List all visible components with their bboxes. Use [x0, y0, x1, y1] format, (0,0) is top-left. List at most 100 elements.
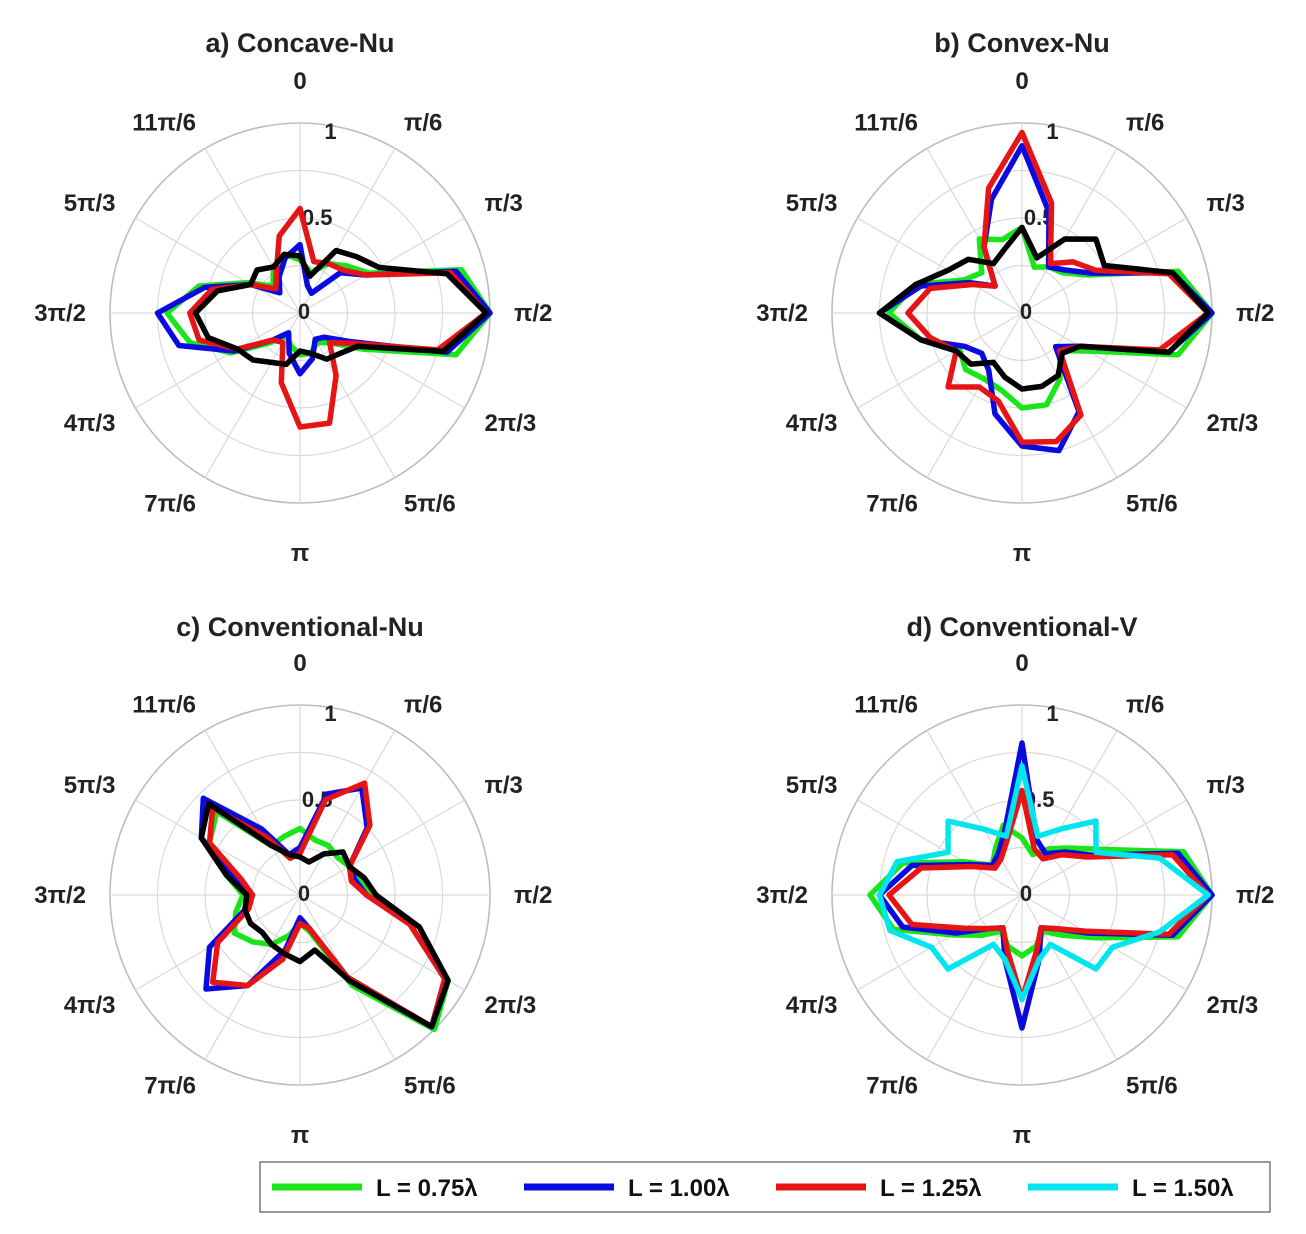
grid-spoke — [926, 730, 1023, 896]
theta-tick-label: π/6 — [1126, 691, 1164, 718]
theta-tick-label: 2π/3 — [1207, 992, 1259, 1019]
polar-panels: a) Concave-Nu 0 π/6 π/3 π/2 2π/3 5π/6 π 7π/6 4π/3… — [34, 28, 1274, 1149]
theta-tick-label: 5π/6 — [1126, 1073, 1178, 1100]
theta-tick-label: 4π/3 — [786, 410, 838, 437]
series-line — [867, 822, 1215, 959]
theta-tick-label: π/6 — [404, 109, 442, 136]
r-tick-label: 1 — [324, 119, 336, 144]
theta-tick-label: 7π/6 — [866, 491, 918, 518]
r-tick-label: 0 — [298, 881, 310, 906]
legend-label: L = 0.75λ — [376, 1175, 478, 1202]
grid-spoke — [1021, 148, 1118, 314]
grid-spoke — [857, 894, 1023, 991]
theta-tick-label: π/2 — [514, 300, 552, 327]
theta-tick-label: 5π/3 — [64, 190, 116, 217]
r-tick-label: 0 — [298, 299, 310, 324]
theta-tick-label: 2π/3 — [485, 992, 537, 1019]
polar-panel-4: d) Conventional-V 0 π/6 π/3 π/2 2π/3 5π/6 π 7π/6… — [756, 612, 1274, 1149]
theta-tick-label: π/2 — [1236, 882, 1274, 909]
r-tick-label: 1 — [324, 701, 336, 726]
grid-spoke — [299, 730, 396, 896]
legend-label: L = 1.00λ — [628, 1175, 730, 1202]
theta-tick-label: 7π/6 — [866, 1073, 918, 1100]
grid-spoke — [299, 148, 396, 314]
theta-tick-label: 11π/6 — [132, 109, 196, 136]
theta-tick-label: 5π/6 — [404, 491, 456, 518]
series-line — [192, 247, 489, 368]
r-tick-label: 0 — [1020, 881, 1032, 906]
theta-tick-label: π — [291, 540, 309, 567]
panel-title: c) Conventional-Nu — [176, 612, 424, 642]
grid-spoke — [135, 217, 301, 314]
theta-tick-label: π — [291, 1122, 309, 1149]
grid-spoke — [857, 312, 1023, 409]
grid-spoke — [135, 799, 301, 896]
legend-label: L = 1.50λ — [1132, 1175, 1234, 1202]
grid-spoke — [204, 730, 301, 896]
grid-spoke — [1021, 894, 1187, 991]
theta-tick-label: 0 — [1015, 68, 1028, 95]
grid-spoke — [204, 148, 301, 314]
grid-spoke — [857, 799, 1023, 896]
theta-tick-label: π — [1013, 1122, 1031, 1149]
theta-tick-label: 5π/3 — [786, 772, 838, 799]
theta-tick-label: 7π/6 — [144, 491, 196, 518]
grid-spoke — [135, 312, 301, 409]
series-line — [905, 129, 1211, 445]
theta-tick-label: π/3 — [485, 190, 523, 217]
theta-tick-label: 3π/2 — [756, 882, 808, 909]
r-tick-label: 0 — [1020, 299, 1032, 324]
theta-tick-label: 11π/6 — [854, 691, 918, 718]
theta-tick-label: 11π/6 — [854, 109, 918, 136]
theta-tick-label: 4π/3 — [64, 410, 116, 437]
series-line — [876, 224, 1211, 392]
series-line — [876, 740, 1215, 1031]
theta-tick-label: 7π/6 — [144, 1073, 196, 1100]
legend-label: L = 1.25λ — [880, 1175, 982, 1202]
grid-spoke — [299, 799, 465, 896]
panel-title: a) Concave-Nu — [205, 28, 394, 58]
r-tick-label: 1 — [1046, 119, 1058, 144]
polar-panel-1: a) Concave-Nu 0 π/6 π/3 π/2 2π/3 5π/6 π 7π/6 4π/3… — [34, 28, 552, 567]
theta-tick-label: 3π/2 — [34, 882, 86, 909]
theta-tick-label: π/3 — [485, 772, 523, 799]
legend: L = 0.75λ L = 1.00λ L = 1.25λ L = 1.50λ — [259, 1161, 1271, 1213]
theta-tick-label: 5π/6 — [1126, 491, 1178, 518]
theta-tick-label: 3π/2 — [756, 300, 808, 327]
grid-spoke — [926, 312, 1023, 478]
theta-tick-label: π/6 — [404, 691, 442, 718]
theta-tick-label: π — [1013, 540, 1031, 567]
grid-spoke — [926, 894, 1023, 1060]
grid-spoke — [1021, 730, 1118, 896]
theta-tick-label: 5π/6 — [404, 1073, 456, 1100]
panel-title: d) Conventional-V — [907, 612, 1138, 642]
theta-tick-label: π/3 — [1207, 190, 1245, 217]
theta-tick-label: 5π/3 — [786, 190, 838, 217]
theta-tick-label: 0 — [1015, 650, 1028, 677]
series-line — [198, 800, 451, 1030]
theta-tick-label: 11π/6 — [132, 691, 196, 718]
grid-spoke — [1021, 312, 1118, 478]
theta-tick-label: 5π/3 — [64, 772, 116, 799]
grid-spoke — [1021, 894, 1118, 1060]
theta-tick-label: 0 — [293, 68, 306, 95]
theta-tick-label: π/2 — [514, 882, 552, 909]
theta-tick-label: 4π/3 — [786, 992, 838, 1019]
theta-tick-label: 4π/3 — [64, 992, 116, 1019]
theta-tick-label: 2π/3 — [1207, 410, 1259, 437]
r-tick-label: 1 — [1046, 701, 1058, 726]
theta-tick-label: 2π/3 — [485, 410, 537, 437]
theta-tick-label: π/2 — [1236, 300, 1274, 327]
grid-spoke — [926, 148, 1023, 314]
grid-spoke — [299, 312, 465, 409]
theta-tick-label: π/6 — [1126, 109, 1164, 136]
theta-tick-label: π/3 — [1207, 772, 1245, 799]
theta-tick-label: 0 — [293, 650, 306, 677]
panel-title: b) Convex-Nu — [934, 28, 1110, 58]
grid-spoke — [1021, 312, 1187, 409]
grid-spoke — [299, 894, 465, 991]
theta-tick-label: 3π/2 — [34, 300, 86, 327]
series-line — [876, 763, 1211, 1003]
polar-panel-3: c) Conventional-Nu 0 π/6 π/3 π/2 2π/3 5π/6 π 7π/… — [34, 612, 552, 1149]
